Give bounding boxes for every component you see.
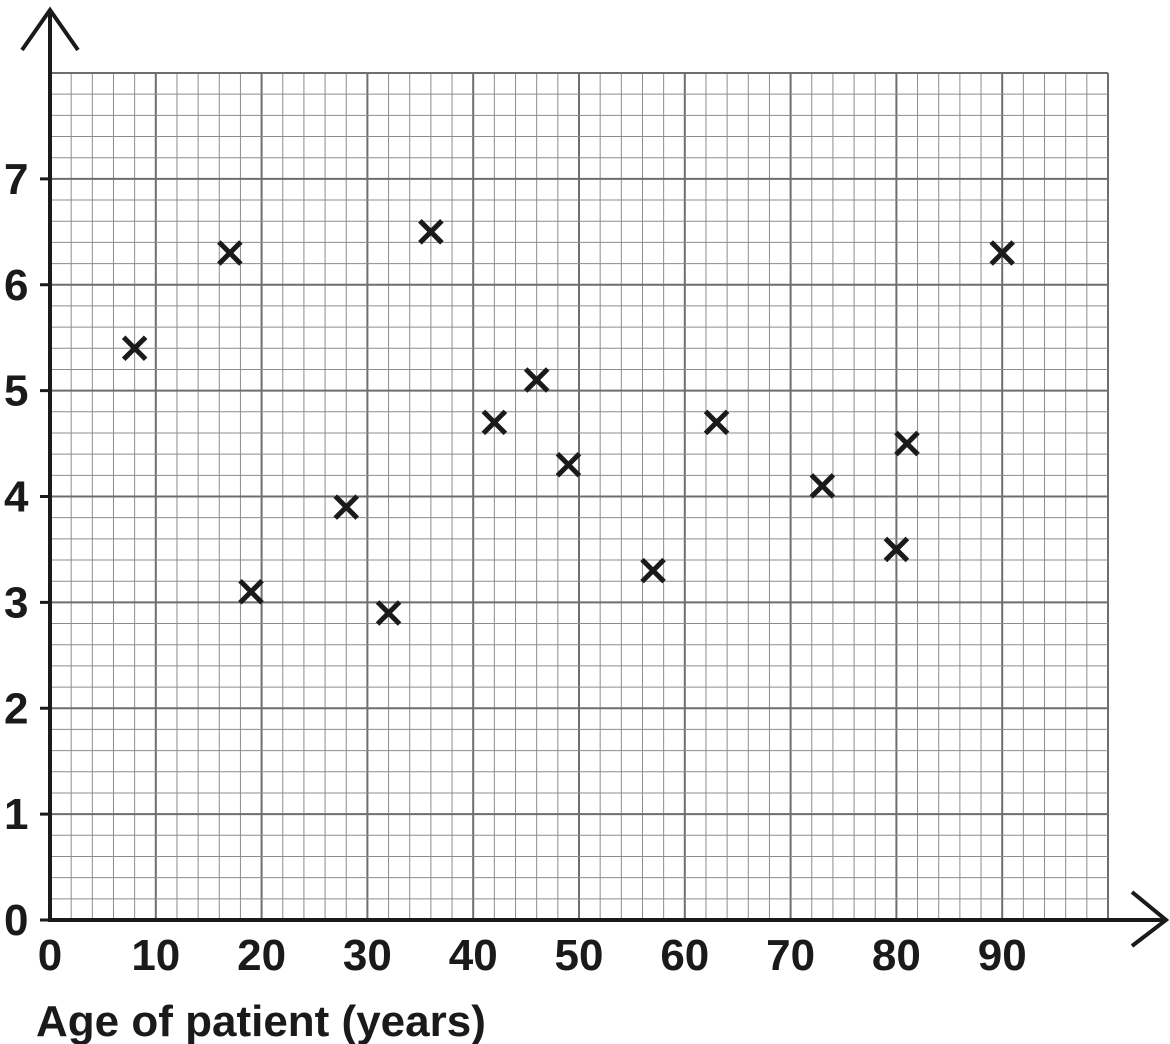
x-axis-arrow	[48, 890, 1170, 948]
data-point	[121, 335, 148, 362]
x-tick-label: 90	[978, 931, 1027, 980]
y-tick-label: 4	[4, 473, 29, 522]
y-tick-label: 5	[4, 367, 28, 416]
x-tick-label: 50	[555, 931, 604, 980]
y-tick-label: 6	[4, 261, 28, 310]
data-point	[894, 430, 920, 457]
y-tick-labels: 0 1 2 3 4 5 6 7	[4, 155, 50, 945]
data-point	[217, 240, 243, 266]
data-point	[883, 536, 910, 563]
x-tick-labels: 0 10 20 30 40 50 60 70 80 90	[38, 931, 1027, 980]
x-tick-label: 60	[660, 931, 709, 980]
data-point	[418, 219, 444, 245]
data-point	[375, 600, 402, 626]
data-point	[703, 409, 730, 436]
grid	[49, 72, 1109, 921]
x-axis-label: Age of patient (years)	[36, 997, 486, 1044]
axes	[20, 6, 1170, 948]
data-point	[640, 557, 666, 584]
data-point	[523, 367, 550, 393]
data-point	[989, 240, 1015, 266]
x-tick-label: 30	[343, 931, 392, 980]
data-point	[809, 473, 836, 499]
y-axis-arrow	[20, 6, 80, 920]
x-tick-label: 40	[449, 931, 498, 980]
data-point	[481, 409, 508, 436]
y-tick-label: 1	[4, 790, 28, 839]
x-tick-label: 20	[237, 931, 286, 980]
data-point	[333, 494, 360, 520]
x-tick-label: 10	[131, 931, 180, 980]
data-points	[121, 219, 1015, 626]
y-tick-label: 3	[4, 578, 28, 627]
x-tick-label: 0	[38, 931, 62, 980]
data-point	[555, 451, 582, 478]
x-tick-label: 70	[766, 931, 815, 980]
x-tick-label: 80	[872, 931, 921, 980]
y-tick-label: 0	[4, 896, 28, 945]
data-point	[238, 579, 264, 605]
y-tick-label: 2	[4, 684, 28, 733]
y-tick-label: 7	[4, 155, 28, 204]
